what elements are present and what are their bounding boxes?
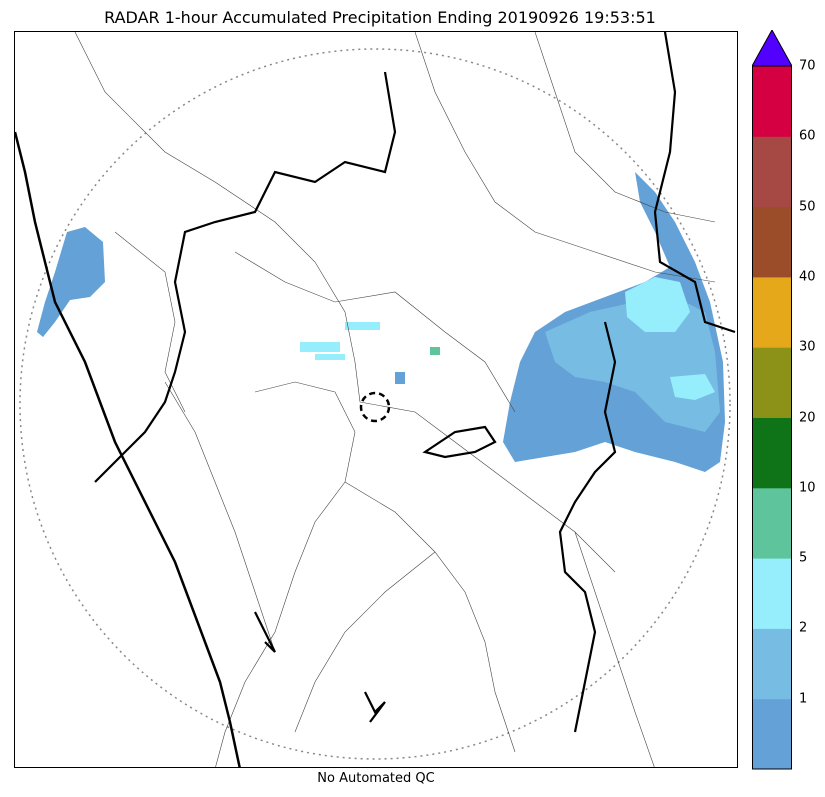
footer-note: No Automated QC [317,771,435,786]
colorbar-segment [752,136,792,208]
precip-west-coast [37,227,105,337]
colorbar-tick-label: 70 [799,58,816,74]
colorbar-segment [752,206,792,278]
colorbar-segment [752,417,792,489]
coastline [15,131,241,767]
colorbar [752,30,792,770]
colorbar-tick-label: 20 [799,410,816,425]
map-canvas [15,32,736,767]
colorbar-segments [752,66,792,770]
colorbar-segment [752,347,792,418]
chart-title: RADAR 1-hour Accumulated Precipitation E… [104,8,656,27]
colorbar-segment [752,487,792,559]
precip-east-core [625,277,690,332]
colorbar-outline [752,65,792,770]
colorbar-tick-label: 50 [799,199,816,215]
state-borders [94,32,736,733]
district-borders [74,32,716,767]
range-ring [19,48,731,760]
colorbar-tick-label: 2 [799,620,808,636]
colorbar-tick-label: 60 [799,128,816,144]
precip-east-light [545,297,720,432]
radar-site-marker [359,391,391,423]
colorbar-segment [752,66,792,137]
colorbar-tick-label: 30 [799,339,816,355]
precip-cells [37,172,725,472]
colorbar-segment [752,276,792,348]
colorbar-extend-arrow [752,30,792,67]
colorbar-segment [752,698,792,770]
colorbar-tick-label: 10 [799,480,816,496]
colorbar-segment [752,628,792,700]
precip-east-core-2 [670,374,715,400]
colorbar-tick-label: 1 [799,691,808,707]
colorbar-segment [752,558,792,629]
radar-map [14,31,738,768]
precip-speckles [300,322,440,384]
colorbar-tick-label: 5 [799,550,808,566]
colorbar-tick-label: 40 [799,269,816,285]
